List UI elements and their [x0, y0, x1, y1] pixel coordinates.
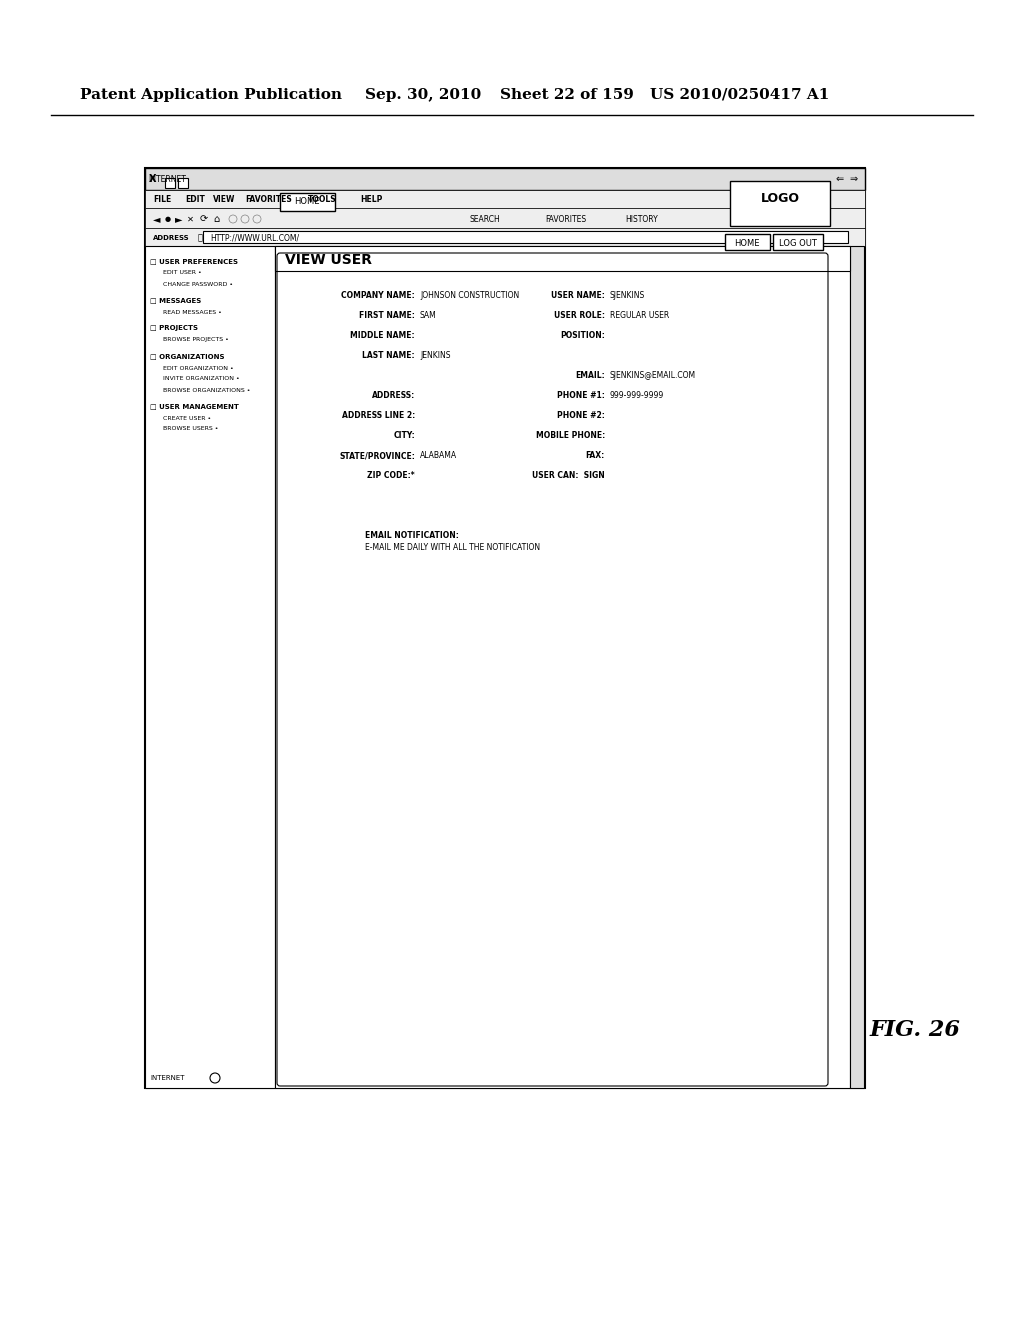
Text: EMAIL NOTIFICATION:: EMAIL NOTIFICATION:	[365, 532, 459, 540]
Text: HISTORY: HISTORY	[625, 214, 657, 223]
Bar	[280, 193, 335, 211]
Text: EMAIL:: EMAIL:	[575, 371, 605, 380]
Text: EDIT ORGANIZATION •: EDIT ORGANIZATION •	[163, 366, 233, 371]
Text: ALABAMA: ALABAMA	[420, 451, 457, 461]
Text: STATE/PROVINCE:: STATE/PROVINCE:	[339, 451, 415, 461]
Text: 🌐: 🌐	[198, 234, 203, 243]
Text: JOHNSON CONSTRUCTION: JOHNSON CONSTRUCTION	[420, 292, 519, 301]
Text: FIG. 26: FIG. 26	[870, 1019, 961, 1041]
Text: HOME: HOME	[734, 239, 760, 248]
Bar	[850, 246, 864, 1088]
Text: EDIT USER •: EDIT USER •	[163, 271, 202, 276]
Text: INTERNET: INTERNET	[148, 176, 186, 185]
Bar	[178, 178, 188, 187]
Text: X: X	[150, 174, 157, 183]
Bar	[275, 246, 850, 271]
Text: ADDRESS LINE 2:: ADDRESS LINE 2:	[342, 412, 415, 421]
Text: Sep. 30, 2010: Sep. 30, 2010	[365, 88, 481, 102]
Bar	[275, 246, 850, 1088]
Text: US 2010/0250417 A1: US 2010/0250417 A1	[650, 88, 829, 102]
Text: ⇐: ⇐	[836, 174, 844, 183]
Text: ✕: ✕	[187, 214, 194, 223]
Bar	[145, 190, 865, 209]
Text: USER NAME:: USER NAME:	[551, 292, 605, 301]
Text: ⟳: ⟳	[200, 214, 208, 224]
Text: LOGO: LOGO	[761, 191, 800, 205]
Text: SJENKINS: SJENKINS	[610, 292, 645, 301]
Text: HELP: HELP	[360, 195, 382, 205]
Bar	[145, 228, 865, 246]
Text: READ MESSAGES •: READ MESSAGES •	[163, 309, 222, 314]
Text: TOOLS: TOOLS	[308, 195, 337, 205]
Text: LOG OUT: LOG OUT	[779, 239, 817, 248]
Bar	[730, 181, 830, 226]
Bar	[145, 168, 865, 190]
Text: SEARCH: SEARCH	[470, 214, 501, 223]
Text: ADDRESS: ADDRESS	[153, 235, 189, 242]
Text: ⌂: ⌂	[213, 214, 219, 224]
Text: SJENKINS@EMAIL.COM: SJENKINS@EMAIL.COM	[610, 371, 696, 380]
Text: MOBILE PHONE:: MOBILE PHONE:	[536, 432, 605, 441]
Bar	[145, 209, 865, 228]
Text: FAVORITES: FAVORITES	[545, 214, 586, 223]
Text: ◄: ◄	[153, 214, 161, 224]
Text: VIEW: VIEW	[213, 195, 236, 205]
Text: BROWSE USERS •: BROWSE USERS •	[163, 426, 218, 432]
Text: LAST NAME:: LAST NAME:	[362, 351, 415, 360]
Text: INVITE ORGANIZATION •: INVITE ORGANIZATION •	[163, 376, 240, 381]
Text: ►: ►	[175, 214, 182, 224]
Text: CITY:: CITY:	[393, 432, 415, 441]
Text: USER CAN:  SIGN: USER CAN: SIGN	[532, 471, 605, 480]
Text: □ USER PREFERENCES: □ USER PREFERENCES	[150, 257, 238, 264]
Text: □ PROJECTS: □ PROJECTS	[150, 325, 198, 331]
Text: □ MESSAGES: □ MESSAGES	[150, 297, 202, 304]
Text: CHANGE PASSWORD •: CHANGE PASSWORD •	[163, 281, 233, 286]
Text: ⇒: ⇒	[849, 174, 857, 183]
Bar	[165, 178, 175, 187]
Text: PHONE #1:: PHONE #1:	[557, 392, 605, 400]
Text: JENKINS: JENKINS	[420, 351, 451, 360]
Text: PHONE #2:: PHONE #2:	[557, 412, 605, 421]
Text: FAX:: FAX:	[586, 451, 605, 461]
Text: USER ROLE:: USER ROLE:	[554, 312, 605, 321]
Text: FILE: FILE	[153, 195, 171, 205]
Text: ADDRESS:: ADDRESS:	[372, 392, 415, 400]
Text: BROWSE ORGANIZATIONS •: BROWSE ORGANIZATIONS •	[163, 388, 251, 392]
Text: INTERNET: INTERNET	[150, 1074, 184, 1081]
Text: EDIT: EDIT	[185, 195, 205, 205]
Bar	[725, 234, 770, 249]
Text: VIEW USER: VIEW USER	[285, 252, 372, 267]
Bar	[145, 246, 275, 1088]
Text: HTTP://WWW.URL.COM/: HTTP://WWW.URL.COM/	[210, 234, 299, 243]
Text: COMPANY NAME:: COMPANY NAME:	[341, 292, 415, 301]
Text: POSITION:: POSITION:	[560, 331, 605, 341]
Text: 999-999-9999: 999-999-9999	[610, 392, 665, 400]
Text: CREATE USER •: CREATE USER •	[163, 416, 211, 421]
Bar	[145, 168, 865, 1088]
Bar	[773, 234, 823, 249]
Text: ZIP CODE:*: ZIP CODE:*	[368, 471, 415, 480]
Text: Patent Application Publication: Patent Application Publication	[80, 88, 342, 102]
Bar	[203, 231, 848, 243]
Text: E-MAIL ME DAILY WITH ALL THE NOTIFICATION: E-MAIL ME DAILY WITH ALL THE NOTIFICATIO…	[365, 544, 540, 553]
Text: □ ORGANIZATIONS: □ ORGANIZATIONS	[150, 352, 224, 359]
Text: SAM: SAM	[420, 312, 437, 321]
Text: FIRST NAME:: FIRST NAME:	[359, 312, 415, 321]
Text: ●: ●	[165, 216, 171, 222]
Text: □ USER MANAGEMENT: □ USER MANAGEMENT	[150, 403, 239, 409]
Text: REGULAR USER: REGULAR USER	[610, 312, 670, 321]
Text: BROWSE PROJECTS •: BROWSE PROJECTS •	[163, 338, 229, 342]
Text: HOME: HOME	[294, 198, 319, 206]
Text: Sheet 22 of 159: Sheet 22 of 159	[500, 88, 634, 102]
Text: MIDDLE NAME:: MIDDLE NAME:	[350, 331, 415, 341]
Text: FAVORITES: FAVORITES	[245, 195, 292, 205]
